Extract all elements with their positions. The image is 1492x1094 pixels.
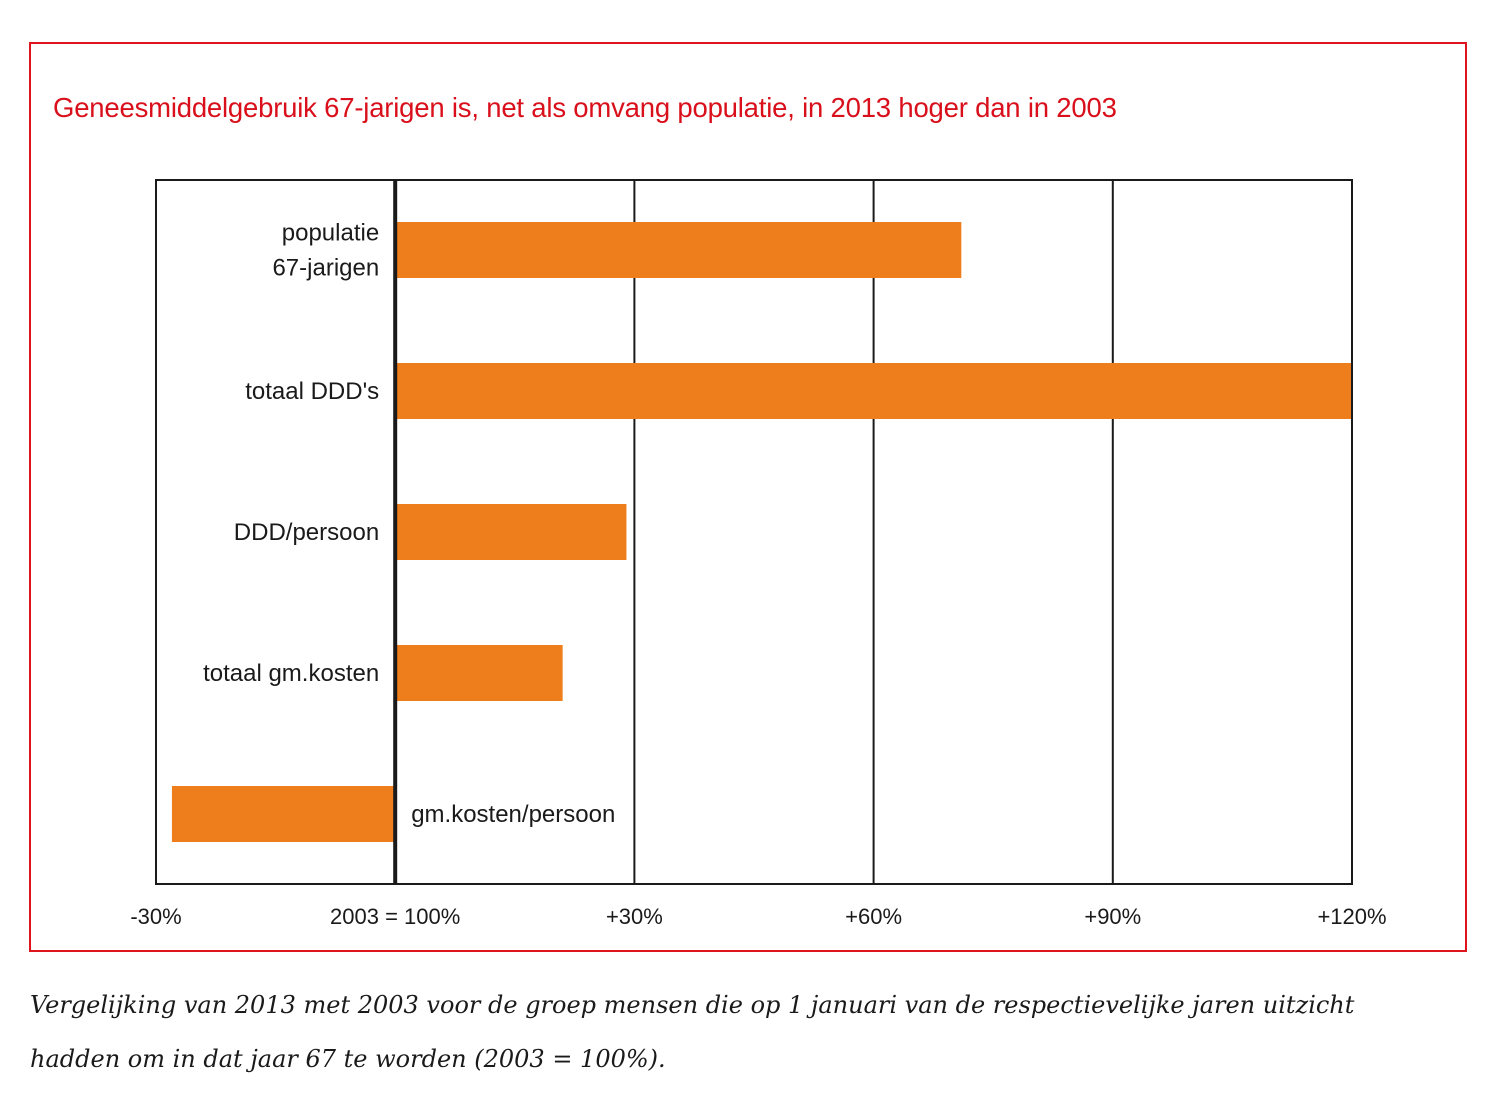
category-label: DDD/persoon xyxy=(234,519,379,546)
category-label-line: DDD/persoon xyxy=(234,519,379,546)
category-label: totaal gm.kosten xyxy=(203,660,379,687)
x-tick-label: +60% xyxy=(845,904,902,929)
bars xyxy=(171,222,1352,842)
x-tick-labels: -30% 2003 = 100% +30% +60% +90% +120% xyxy=(130,904,1386,929)
chart-title: Geneesmiddelgebruik 67-jarigen is, net a… xyxy=(53,92,1117,123)
x-tick-label: +120% xyxy=(1317,904,1386,929)
x-tick-label: -30% xyxy=(130,904,181,929)
figure-caption: Vergelijking van 2013 met 2003 voor de g… xyxy=(30,978,1450,1086)
caption-line-1: Vergelijking van 2013 met 2003 voor de g… xyxy=(30,991,1355,1019)
category-label: gm.kosten/persoon xyxy=(411,801,615,828)
bar xyxy=(395,222,962,278)
bar xyxy=(171,786,396,842)
x-tick-label: +90% xyxy=(1084,904,1141,929)
bar xyxy=(395,645,563,701)
category-labels: populatie 67-jarigen totaal DDD's DDD/perso… xyxy=(203,220,615,829)
gridlines xyxy=(633,180,1114,884)
bar xyxy=(395,504,627,560)
plot-border xyxy=(155,179,1353,885)
x-tick-label: +30% xyxy=(606,904,663,929)
category-label-line: gm.kosten/persoon xyxy=(411,801,615,828)
category-label-line: 67-jarigen xyxy=(272,255,379,282)
chart-frame xyxy=(29,42,1467,952)
category-label-line: totaal gm.kosten xyxy=(203,660,379,687)
caption-line-2: hadden om in dat jaar 67 te worden (2003… xyxy=(30,1045,666,1073)
axes xyxy=(155,179,1353,885)
x-tick-label: 2003 = 100% xyxy=(330,904,460,929)
category-label-line: populatie xyxy=(282,220,379,247)
category-label-line: totaal DDD's xyxy=(245,378,379,405)
category-label: totaal DDD's xyxy=(245,378,379,405)
category-label: populatie 67-jarigen xyxy=(272,220,379,282)
bar xyxy=(395,363,1352,419)
